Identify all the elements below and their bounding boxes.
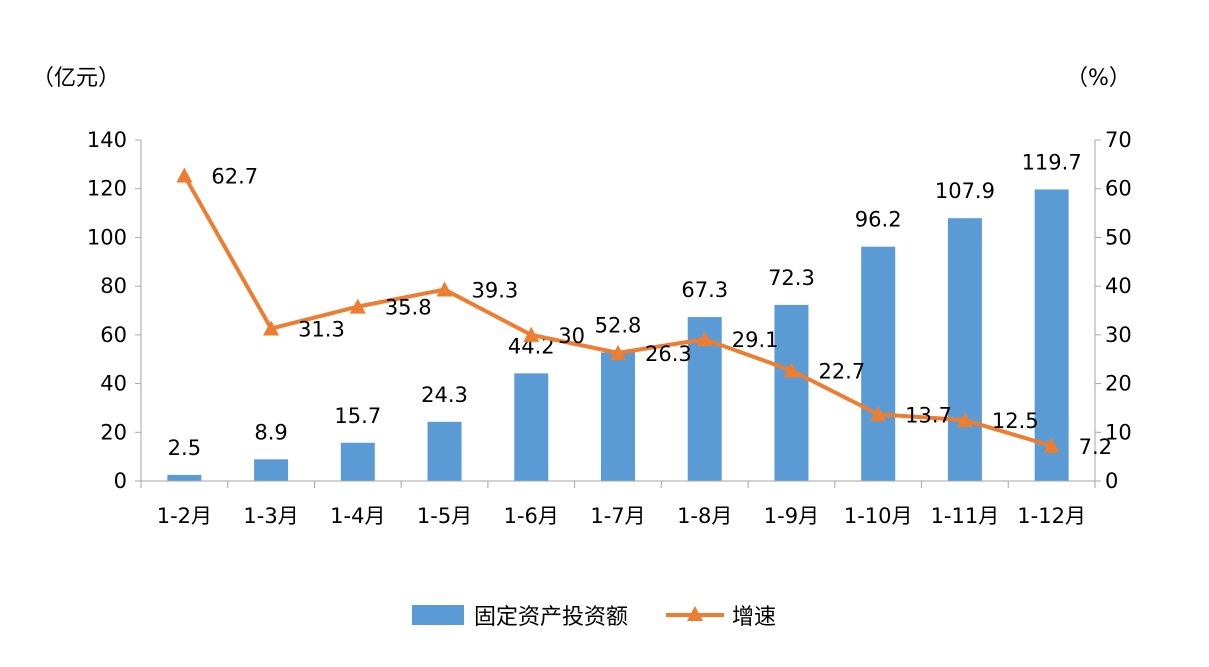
axis-lines: [140, 140, 1096, 488]
line-marker: [1043, 437, 1060, 453]
left-tick-label: 0: [114, 469, 127, 493]
category-label: 1-2月: [157, 504, 212, 528]
right-tick-label: 0: [1105, 469, 1118, 493]
line-marker: [176, 167, 193, 183]
line-data-label: 26.3: [645, 342, 692, 366]
right-tick-label: 70: [1105, 128, 1132, 152]
right-axis: 0 10 20 30 40 50 60 70: [1095, 128, 1132, 493]
category-label: 1-7月: [590, 504, 645, 528]
right-tick-label: 40: [1105, 274, 1132, 298]
left-tick-label: 140: [87, 128, 127, 152]
bar-data-label: 2.5: [168, 436, 201, 460]
line-data-label: 62.7: [211, 165, 258, 189]
category-label: 1-12月: [1017, 504, 1086, 528]
category-axis: 1-2月 1-3月 1-4月 1-5月 1-6月 1-7月 1-8月 1-9月 1-10月 1-1…: [157, 504, 1086, 528]
bar: [861, 246, 896, 481]
bar-data-label: 24.3: [421, 383, 468, 407]
left-tick-label: 80: [100, 274, 127, 298]
line-data-label: 7.2: [1079, 435, 1112, 459]
bar: [514, 373, 549, 481]
category-label: 1-11月: [931, 504, 1000, 528]
line-marker: [436, 281, 453, 297]
right-tick-label: 20: [1105, 372, 1132, 396]
category-label: 1-9月: [764, 504, 819, 528]
line-marker: [783, 362, 800, 378]
line-data-label: 22.7: [818, 359, 865, 383]
category-label: 1-8月: [677, 504, 732, 528]
line-data-label: 39.3: [472, 279, 519, 303]
right-tick-label: 30: [1105, 323, 1132, 347]
line-marker: [263, 320, 280, 336]
line-data-label: 29.1: [732, 328, 779, 352]
bar-data-label: 119.7: [1022, 150, 1082, 174]
line-data-label: 13.7: [905, 403, 952, 427]
line-marker: [956, 412, 973, 428]
line-marker: [349, 298, 366, 314]
right-tick-label: 60: [1105, 177, 1132, 201]
bar: [601, 352, 635, 481]
bar-data-label: 107.9: [935, 179, 995, 203]
category-label: 1-3月: [243, 504, 298, 528]
legend-line-marker: [687, 606, 703, 621]
left-tick-label: 100: [87, 225, 127, 249]
line-data-label: 12.5: [992, 409, 1039, 433]
line-data-label: 30: [558, 324, 585, 348]
right-axis-unit: （%）: [1066, 66, 1131, 91]
left-tick-label: 20: [100, 420, 127, 444]
left-tick-label: 60: [100, 323, 127, 347]
category-label: 1-6月: [504, 504, 559, 528]
bar: [167, 474, 202, 481]
right-tick-label: 50: [1105, 225, 1132, 249]
line-data-label: 35.8: [385, 296, 432, 320]
bar-data-label: 8.9: [254, 420, 287, 444]
left-tick-label: 120: [87, 177, 127, 201]
bar: [340, 442, 375, 481]
bar-data-label: 15.7: [334, 404, 381, 428]
legend: 固定资产投资额 增速: [412, 605, 776, 630]
legend-bar-label: 固定资产投资额: [474, 605, 628, 630]
line-marker: [870, 406, 887, 422]
left-axis-unit: （亿元）: [32, 66, 120, 91]
bar-data-label: 67.3: [681, 278, 728, 302]
category-label: 1-4月: [330, 504, 385, 528]
legend-bar-swatch: [412, 605, 464, 625]
legend-line-label: 增速: [732, 605, 776, 630]
bar: [254, 459, 289, 481]
bar: [774, 304, 809, 481]
category-label: 1-5月: [417, 504, 472, 528]
bar-data-label: 72.3: [768, 266, 815, 290]
line-marker: [523, 326, 540, 342]
bar: [1034, 189, 1069, 481]
category-label: 1-10月: [844, 504, 913, 528]
right-tick-label: 10: [1105, 420, 1132, 444]
bar-data-label: 52.8: [595, 313, 642, 337]
line-series: 62.7 31.3 35.8 39.3 30 26.3 29.1 22.7 13.7 12.5 7.…: [176, 165, 1112, 459]
bar-data-label: 96.2: [855, 208, 902, 232]
left-tick-label: 40: [100, 372, 127, 396]
line-data-label: 31.3: [298, 318, 345, 342]
bar: [427, 421, 462, 481]
left-axis: 0 20 40 60 80 100 120 140: [87, 128, 141, 493]
bar-series: 2.58.915.724.344.252.867.372.396.2107.91…: [167, 150, 1082, 481]
line-marker: [610, 344, 626, 360]
line-marker: [696, 331, 713, 347]
bar: [947, 218, 982, 481]
